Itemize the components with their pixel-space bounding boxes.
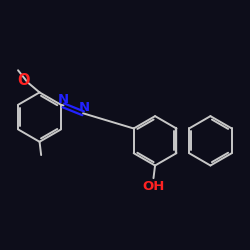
Text: O: O: [17, 73, 29, 88]
Text: N: N: [79, 101, 90, 114]
Text: N: N: [57, 93, 68, 106]
Text: OH: OH: [142, 180, 165, 193]
